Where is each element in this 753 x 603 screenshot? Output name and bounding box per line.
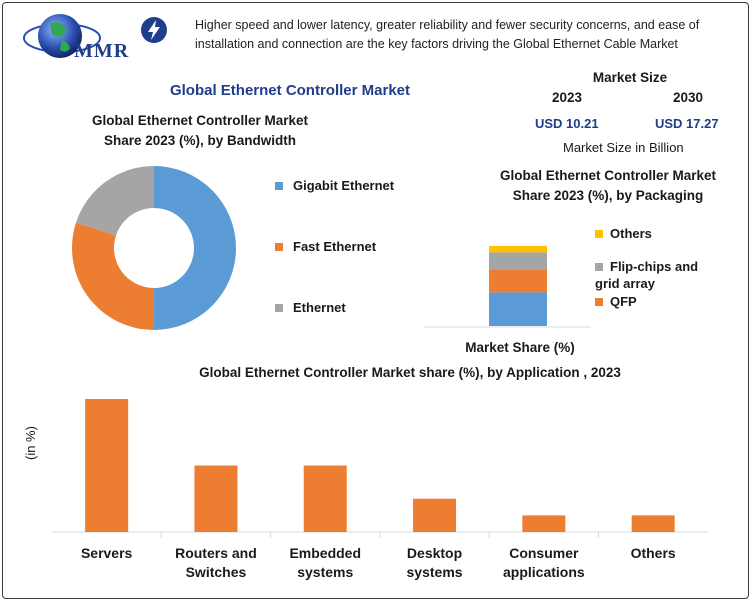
legend-label: Others <box>610 226 652 241</box>
tick-line-1: Servers <box>81 545 133 561</box>
tick-line-2: applications <box>503 564 585 580</box>
packaging-legend: Others Flip-chips and grid array QFP <box>595 225 745 315</box>
application-tick-label: Consumer applications <box>503 545 585 580</box>
donut-slice-ethernet <box>76 166 154 236</box>
market-unit-note: Market Size in Billion <box>563 140 684 155</box>
bandwidth-chart-title: Global Ethernet Controller Market Share … <box>70 111 330 151</box>
bandwidth-legend-item: Fast Ethernet <box>275 239 376 254</box>
legend-swatch <box>275 181 283 190</box>
application-bar-servers <box>85 399 129 532</box>
logo-text: MMR <box>74 40 130 62</box>
packaging-legend-item: Flip-chips and grid array <box>595 258 725 292</box>
market-year-2030: 2030 <box>673 90 704 105</box>
application-bar-desktop <box>413 498 457 532</box>
mmr-logo: MMR <box>14 10 154 68</box>
legend-label: Ethernet <box>293 300 346 315</box>
packaging-stacked-bar-chart <box>424 246 591 328</box>
donut-slice-gigabit-ethernet <box>154 166 236 330</box>
application-y-label: (in %) <box>23 426 38 460</box>
tick-line-1: Routers and <box>175 545 257 561</box>
legend-swatch <box>275 242 283 251</box>
tick-line-2: systems <box>297 564 353 580</box>
application-tick-label: Embedded systems <box>289 545 361 580</box>
market-year-2023: 2023 <box>552 90 583 105</box>
tagline-line-1: Higher speed and lower latency, greater … <box>195 18 700 32</box>
legend-swatch <box>595 230 603 238</box>
packaging-chart-title: Global Ethernet Controller Market Share … <box>468 166 748 206</box>
tagline-line-2: installation and connection are the key … <box>195 37 678 51</box>
packaging-segment-qfp <box>489 270 547 293</box>
legend-label: QFP <box>610 294 637 309</box>
bandwidth-title-line-1: Global Ethernet Controller Market <box>91 113 309 128</box>
application-chart-title: Global Ethernet Controller Market share … <box>199 365 621 380</box>
packaging-segment-others <box>489 246 547 253</box>
main-title: Global Ethernet Controller Market <box>169 82 411 99</box>
donut-slice-fast-ethernet <box>71 222 154 330</box>
legend-label: Gigabit Ethernet <box>293 178 395 193</box>
market-size-label: Market Size <box>592 70 668 85</box>
legend-swatch <box>275 303 283 312</box>
bandwidth-donut-chart <box>71 166 236 330</box>
application-bar-embedded <box>303 465 347 532</box>
bandwidth-legend: Gigabit Ethernet Fast Ethernet Ethernet <box>275 178 445 328</box>
header-tagline: Higher speed and lower latency, greater … <box>195 16 740 54</box>
application-bar-routers-and <box>194 465 238 532</box>
tick-line-1: Others <box>631 545 676 561</box>
application-bar-others <box>631 515 675 532</box>
tick-line-1: Embedded <box>289 545 361 561</box>
legend-swatch <box>595 263 603 271</box>
packaging-legend-item: QFP <box>595 293 725 310</box>
market-value-2030: USD 17.27 <box>655 116 719 131</box>
tick-line-2: Switches <box>186 564 247 580</box>
legend-swatch <box>595 298 603 306</box>
application-tick-label: Servers <box>81 545 133 561</box>
application-tick-label: Desktop systems <box>407 545 463 580</box>
packaging-legend-item: Others <box>595 225 725 242</box>
application-bar-chart: Servers Routers and Switches Embedded system… <box>52 399 708 580</box>
bandwidth-title-line-2: Share 2023 (%), by Bandwidth <box>103 133 297 148</box>
tick-line-2: systems <box>407 564 463 580</box>
legend-label: Fast Ethernet <box>293 239 377 254</box>
application-bar-consumer <box>522 515 566 532</box>
packaging-segment-flip-chips-and-grid-array <box>489 252 547 270</box>
globe-logo-icon <box>23 14 101 58</box>
bandwidth-legend-item: Gigabit Ethernet <box>275 178 394 193</box>
tick-line-1: Consumer <box>509 545 579 561</box>
packaging-x-label: Market Share (%) <box>465 340 575 355</box>
legend-label: Flip-chips and grid array <box>595 259 699 291</box>
bandwidth-legend-item: Ethernet <box>275 300 346 315</box>
packaging-title-line-1: Global Ethernet Controller Market <box>499 168 717 183</box>
lightning-icon <box>139 15 169 45</box>
tick-line-1: Desktop <box>407 545 462 561</box>
application-tick-label: Routers and Switches <box>175 545 257 580</box>
application-tick-label: Others <box>631 545 676 561</box>
packaging-title-line-2: Share 2023 (%), by Packaging <box>512 188 704 203</box>
packaging-segment-unlabeled <box>489 292 547 326</box>
market-value-2023: USD 10.21 <box>535 116 599 131</box>
